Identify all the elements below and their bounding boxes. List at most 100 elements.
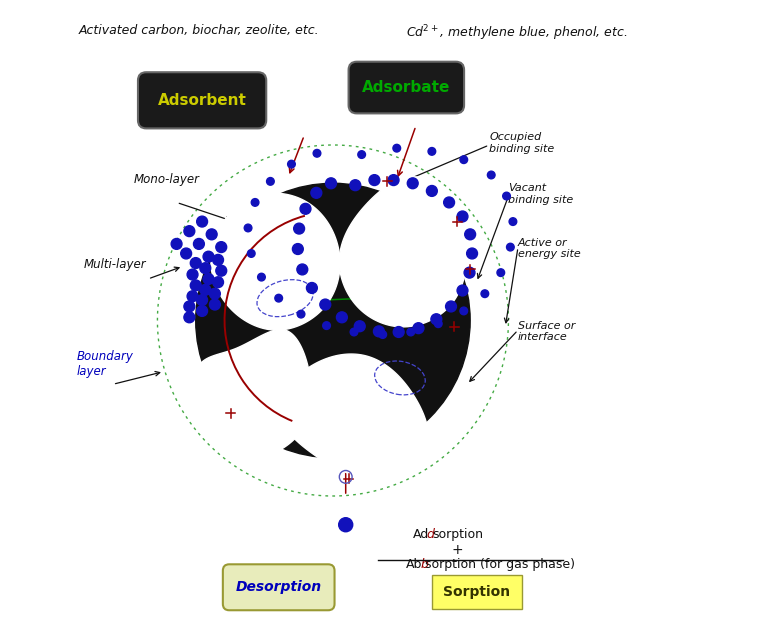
Text: sorption: sorption — [432, 528, 483, 541]
Circle shape — [326, 178, 336, 188]
Circle shape — [207, 229, 217, 240]
Circle shape — [428, 147, 435, 155]
Text: Boundary
layer: Boundary layer — [76, 350, 134, 378]
Text: Ab: Ab — [406, 558, 422, 570]
Circle shape — [319, 299, 331, 310]
Circle shape — [184, 312, 195, 322]
Circle shape — [467, 248, 478, 259]
Circle shape — [251, 199, 259, 206]
Circle shape — [213, 254, 223, 265]
Circle shape — [247, 249, 255, 257]
Circle shape — [481, 290, 488, 297]
Text: Cd$^{2+}$, methylene blue, phenol, etc.: Cd$^{2+}$, methylene blue, phenol, etc. — [406, 24, 628, 44]
Circle shape — [216, 242, 227, 253]
Circle shape — [426, 185, 437, 196]
Circle shape — [288, 160, 295, 168]
Circle shape — [311, 187, 322, 198]
Circle shape — [379, 331, 386, 338]
Circle shape — [497, 269, 505, 276]
Circle shape — [297, 264, 308, 275]
Text: Adsorbent: Adsorbent — [157, 93, 247, 108]
Text: Sorption: Sorption — [443, 585, 510, 599]
Circle shape — [244, 224, 252, 232]
Circle shape — [509, 218, 517, 226]
Circle shape — [187, 269, 198, 280]
Circle shape — [203, 274, 214, 285]
Text: Vacant
binding site: Vacant binding site — [508, 183, 574, 205]
Circle shape — [444, 197, 455, 208]
Polygon shape — [211, 193, 340, 330]
Circle shape — [350, 328, 358, 336]
Text: d: d — [427, 528, 435, 541]
Text: Desorption: Desorption — [236, 580, 322, 594]
Circle shape — [197, 306, 207, 317]
Circle shape — [297, 310, 305, 318]
Circle shape — [306, 283, 317, 294]
Circle shape — [210, 288, 220, 299]
Circle shape — [190, 280, 201, 291]
Circle shape — [457, 285, 468, 296]
Circle shape — [507, 244, 515, 251]
Circle shape — [213, 277, 223, 288]
Circle shape — [293, 223, 305, 234]
Circle shape — [373, 326, 384, 337]
Circle shape — [190, 258, 201, 269]
Circle shape — [413, 322, 424, 333]
Circle shape — [393, 326, 404, 337]
Circle shape — [369, 174, 380, 185]
Circle shape — [197, 216, 207, 227]
Circle shape — [464, 267, 475, 278]
FancyBboxPatch shape — [138, 72, 266, 128]
FancyBboxPatch shape — [349, 62, 464, 113]
Text: Mono-layer: Mono-layer — [134, 173, 200, 187]
Polygon shape — [339, 177, 467, 327]
Circle shape — [180, 248, 191, 259]
Circle shape — [488, 171, 495, 179]
Circle shape — [203, 251, 214, 262]
Circle shape — [431, 314, 442, 324]
Circle shape — [457, 211, 468, 222]
Circle shape — [388, 174, 399, 185]
Text: Active or
energy site: Active or energy site — [518, 238, 581, 259]
Circle shape — [275, 294, 283, 302]
Circle shape — [460, 156, 468, 163]
Circle shape — [197, 295, 207, 306]
Circle shape — [216, 265, 227, 276]
Circle shape — [354, 320, 365, 331]
Circle shape — [465, 229, 475, 240]
Text: +: + — [451, 543, 462, 556]
Circle shape — [339, 518, 353, 532]
Circle shape — [435, 320, 442, 328]
Text: sorption (for gas phase): sorption (for gas phase) — [425, 558, 575, 570]
Circle shape — [184, 301, 195, 312]
Circle shape — [407, 178, 418, 188]
FancyBboxPatch shape — [223, 564, 335, 610]
Polygon shape — [194, 329, 312, 458]
Text: Ad: Ad — [412, 528, 429, 541]
Circle shape — [358, 151, 366, 158]
Circle shape — [336, 312, 347, 322]
Circle shape — [171, 238, 182, 249]
Circle shape — [210, 299, 220, 310]
Circle shape — [300, 203, 311, 214]
Circle shape — [445, 301, 456, 312]
Circle shape — [194, 238, 204, 249]
Circle shape — [460, 307, 468, 315]
Circle shape — [313, 149, 321, 157]
Text: Multi-layer: Multi-layer — [84, 258, 147, 271]
FancyBboxPatch shape — [432, 574, 521, 609]
Circle shape — [393, 144, 401, 152]
Text: Pore
blocking: Pore blocking — [370, 269, 419, 297]
Polygon shape — [279, 354, 429, 477]
Text: Surface or
interface: Surface or interface — [518, 320, 575, 342]
Circle shape — [323, 322, 330, 329]
Circle shape — [503, 192, 511, 200]
Text: Activated carbon, biochar, zeolite, etc.: Activated carbon, biochar, zeolite, etc. — [79, 24, 319, 37]
Circle shape — [293, 244, 303, 254]
Circle shape — [184, 226, 195, 237]
Circle shape — [200, 263, 210, 274]
Circle shape — [187, 291, 198, 302]
Circle shape — [196, 183, 470, 458]
Text: b: b — [420, 558, 429, 570]
Text: Adsorbate: Adsorbate — [362, 80, 451, 95]
